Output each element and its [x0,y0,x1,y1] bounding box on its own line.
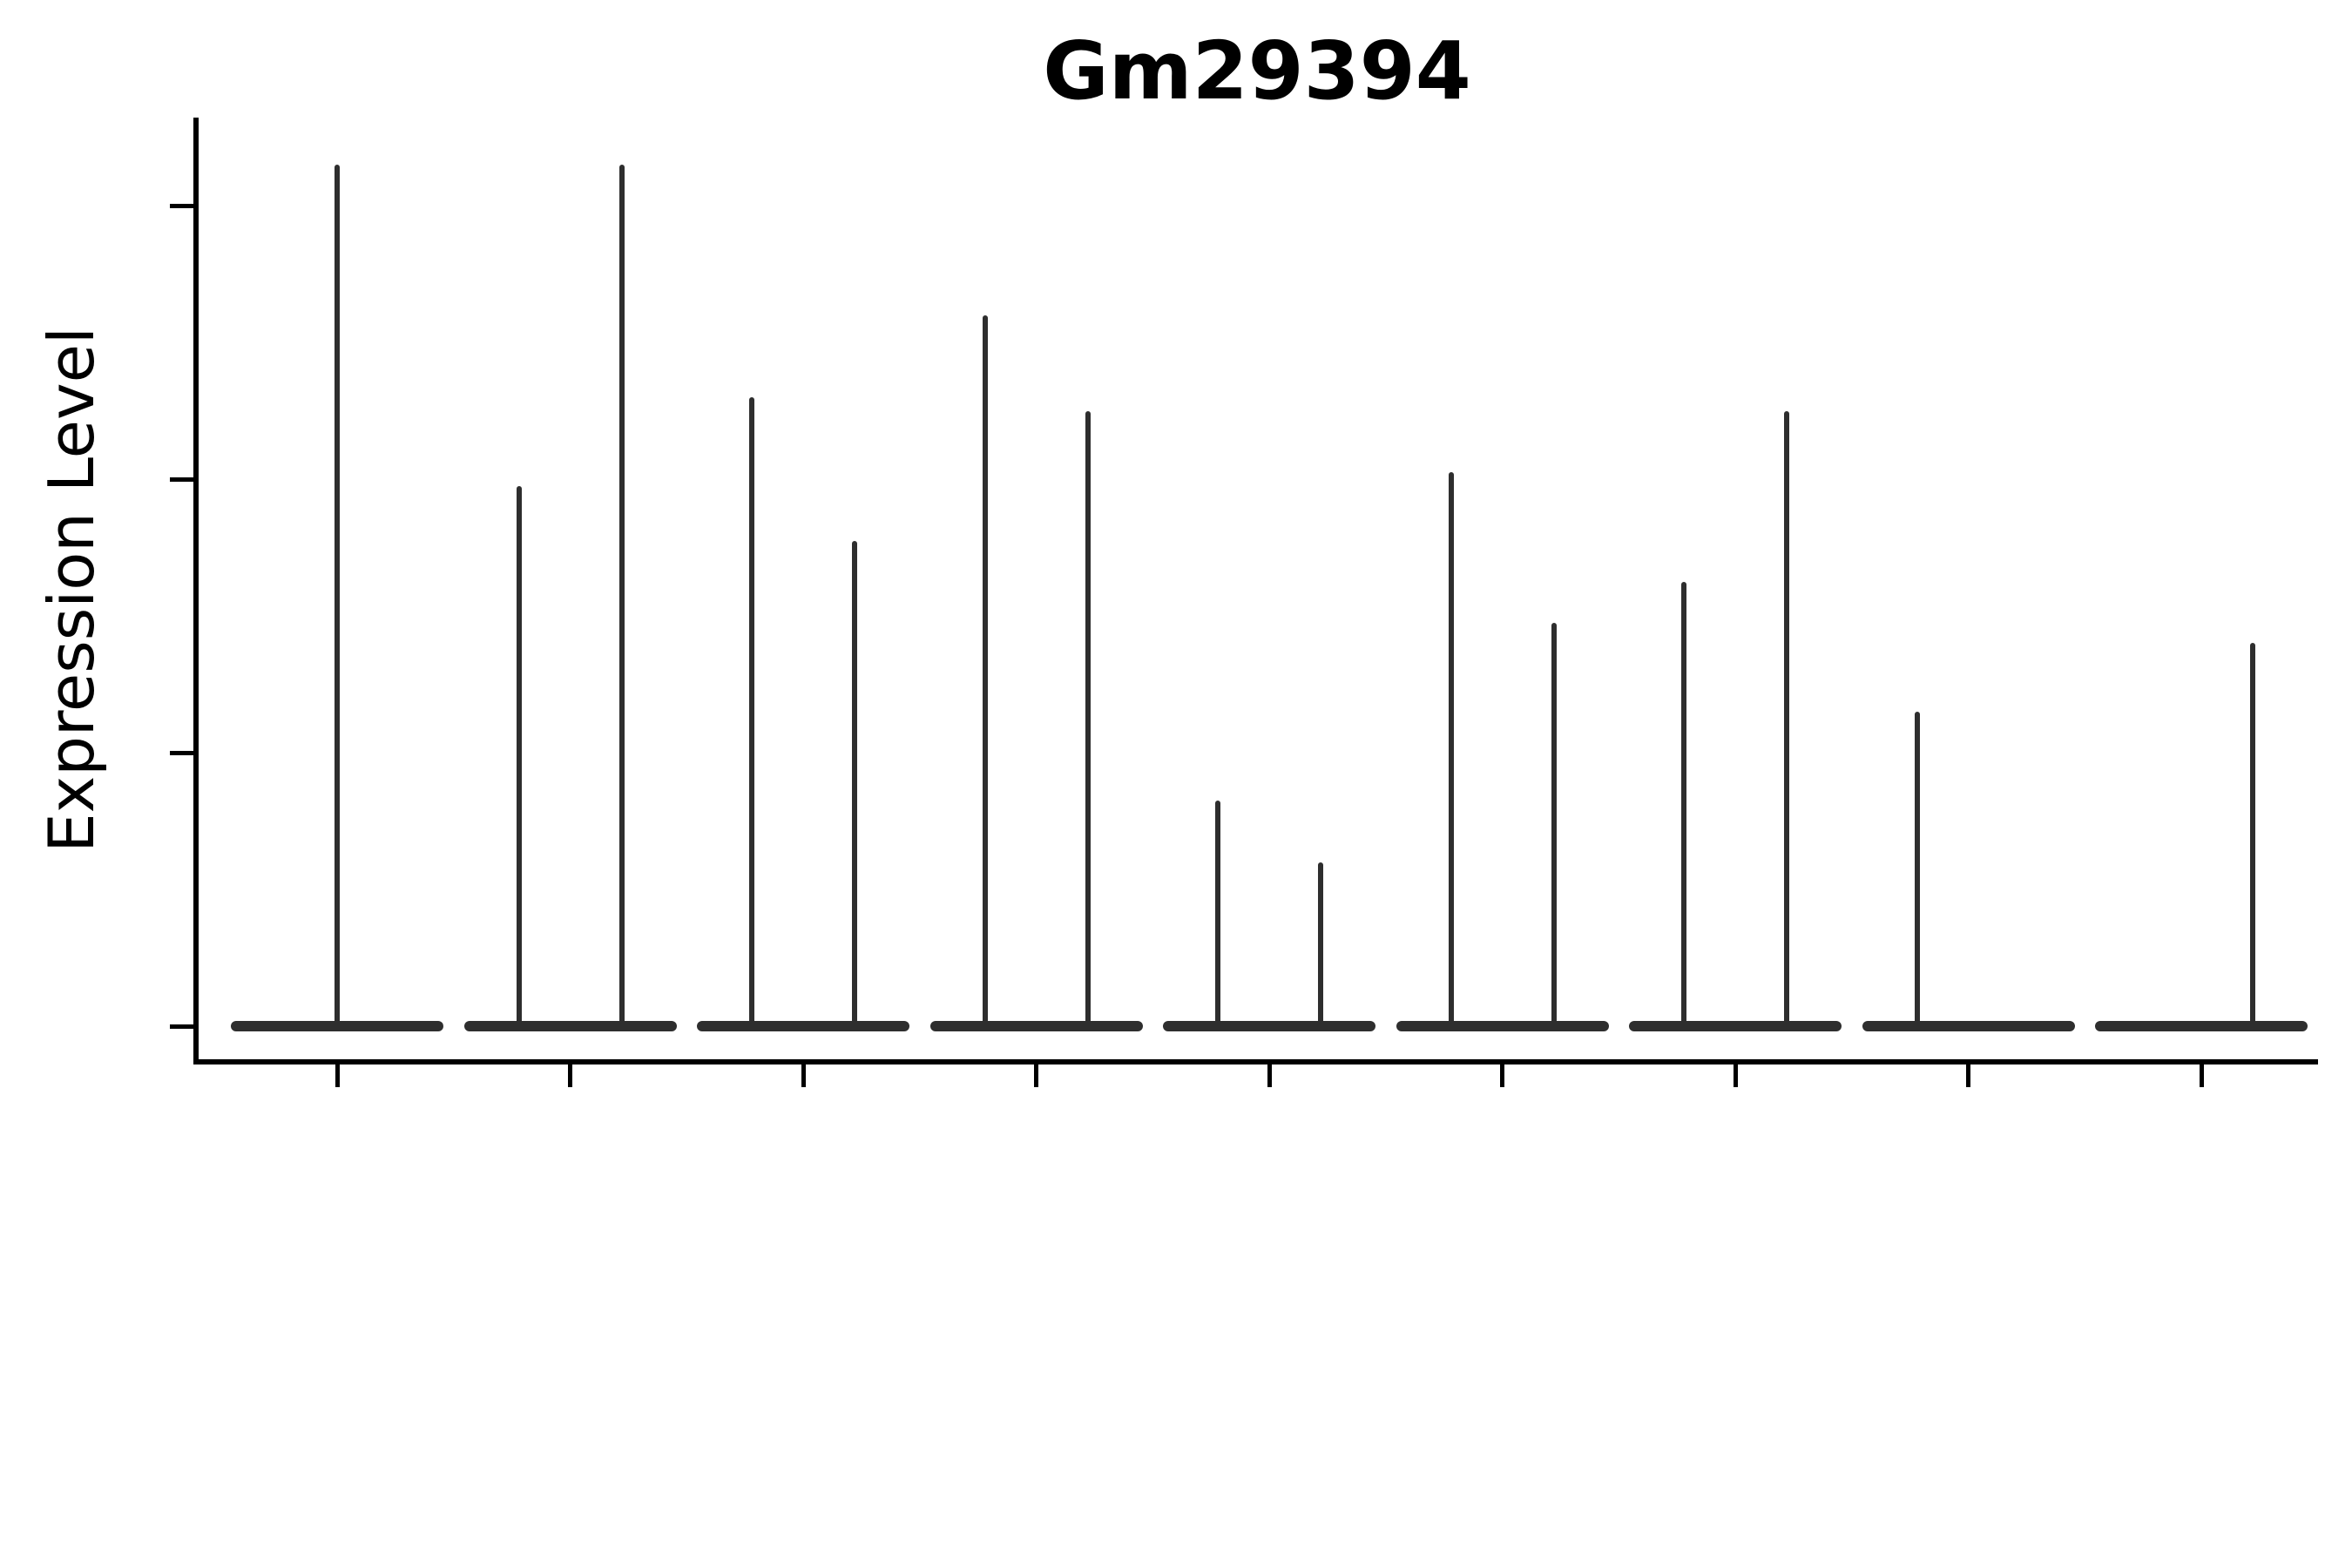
violin-tail [1085,410,1091,1031]
x-tick [568,1064,572,1087]
violin-baseline [463,1021,677,1031]
x-axis-spine [193,1059,2318,1064]
violin-baseline [1862,1021,2075,1031]
violin-baseline [1396,1021,1609,1031]
violin-baseline [2095,1021,2308,1031]
violin-baseline [1163,1021,1375,1031]
y-tick [170,750,193,755]
y-tick [170,203,193,208]
violin-tail [1551,622,1557,1031]
x-tick [1733,1064,1738,1087]
x-tick [1966,1064,1970,1087]
violin-tail [2250,643,2255,1031]
y-axis-spine [193,118,199,1064]
violin-tail [1784,410,1789,1031]
violin-tail [1448,472,1454,1031]
x-tick [2199,1064,2204,1087]
plot-title: Gm29394 [1043,24,1471,118]
violin-tail [1681,581,1686,1031]
violin-tail [852,540,857,1031]
violin-tail [1215,800,1220,1031]
y-axis-label: Expression Level [35,327,108,853]
x-tick [1500,1064,1504,1087]
x-tick [801,1064,806,1087]
x-tick [335,1064,340,1087]
violin-tail [1318,862,1323,1031]
y-tick [170,476,193,482]
violin-tail [335,164,340,1031]
violin-tail [1914,711,1920,1031]
violin-tail [516,485,522,1031]
violin-tail [618,164,625,1031]
violin-baseline [1629,1021,1842,1031]
violin-baseline [697,1021,909,1031]
violin-tail [749,396,754,1031]
violin-baseline [929,1021,1143,1031]
violin-tail [982,314,988,1031]
x-tick [1034,1064,1038,1087]
x-tick [1267,1064,1272,1087]
y-tick [170,1024,193,1029]
